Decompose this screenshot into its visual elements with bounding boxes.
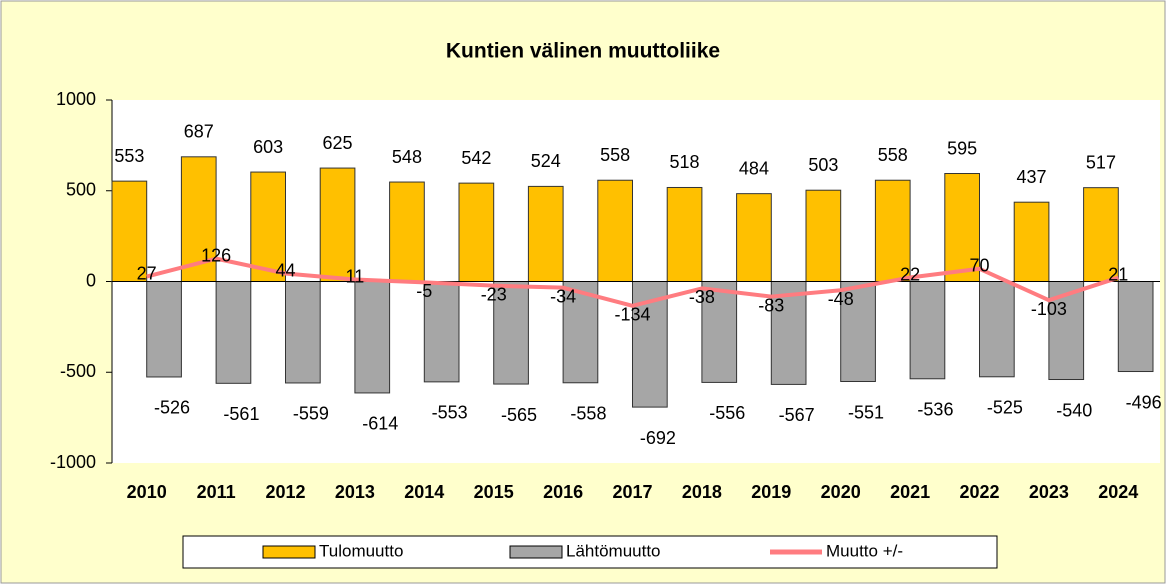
bar — [215, 281, 252, 384]
bar — [979, 281, 1015, 378]
bar — [285, 281, 321, 384]
data-label: 518 — [670, 152, 700, 172]
data-label: -553 — [432, 403, 468, 423]
x-tick-label: 2017 — [612, 482, 652, 502]
x-tick-label: 2021 — [890, 482, 930, 502]
y-tick-label: -500 — [60, 361, 96, 381]
bar — [805, 189, 842, 283]
data-label: 595 — [947, 138, 977, 158]
data-label: -565 — [501, 405, 537, 425]
data-label: 484 — [739, 158, 769, 178]
data-label: 687 — [184, 122, 214, 142]
data-label: 548 — [392, 147, 422, 167]
line-label: -5 — [416, 281, 432, 301]
bar — [458, 182, 495, 282]
data-label: -561 — [223, 404, 259, 424]
data-label: -526 — [154, 398, 190, 418]
data-label: 437 — [1017, 167, 1047, 187]
x-tick-label: 2013 — [335, 482, 375, 502]
data-label: 542 — [461, 148, 491, 168]
bar — [1117, 281, 1154, 373]
bar — [597, 179, 633, 283]
data-label: 503 — [808, 155, 838, 175]
line-label: 27 — [137, 263, 157, 283]
bar — [146, 281, 182, 378]
y-tick-label: 0 — [86, 270, 96, 290]
x-tick-label: 2015 — [474, 482, 514, 502]
legend-label: Lähtömuutto — [566, 541, 661, 560]
data-label: -496 — [1126, 392, 1162, 412]
bar — [874, 179, 911, 283]
x-tick-label: 2012 — [265, 482, 305, 502]
x-tick-label: 2019 — [751, 482, 791, 502]
line-label: -23 — [481, 284, 507, 304]
line-label: 22 — [900, 264, 920, 284]
data-label: -614 — [362, 414, 398, 434]
line-label: 126 — [201, 245, 231, 265]
bar — [423, 281, 460, 383]
y-tick-label: -1000 — [50, 452, 96, 472]
data-label: -556 — [709, 403, 745, 423]
legend-box — [182, 535, 998, 569]
line-label: 44 — [275, 260, 295, 280]
line-label: -103 — [1031, 299, 1067, 319]
bar — [909, 281, 946, 380]
data-label: -551 — [848, 402, 884, 422]
bar — [840, 281, 876, 383]
line-series — [146, 256, 1119, 308]
legend-swatch — [509, 545, 563, 559]
data-label: 625 — [323, 133, 353, 153]
data-label: 558 — [600, 145, 630, 165]
data-label: -559 — [293, 404, 329, 424]
bar — [736, 193, 772, 283]
data-label: -692 — [640, 428, 676, 448]
x-tick-label: 2023 — [1029, 482, 1069, 502]
x-tick-label: 2024 — [1098, 482, 1138, 502]
data-label: 524 — [531, 151, 561, 171]
bar — [1083, 187, 1119, 283]
legend-label: Tulomuutto — [319, 541, 403, 560]
data-label: -567 — [779, 405, 815, 425]
x-tick-label: 2011 — [197, 482, 236, 502]
legend-label: Muutto +/- — [826, 541, 903, 560]
line-label: 21 — [1108, 264, 1128, 284]
line-label: -48 — [828, 289, 854, 309]
y-tick-label: 1000 — [56, 89, 96, 109]
line-label: 70 — [969, 256, 989, 276]
chart-title: Kuntien välinen muuttoliike — [446, 40, 720, 63]
y-tick-label: 500 — [66, 180, 96, 200]
data-label: 558 — [878, 145, 908, 165]
bar — [389, 181, 425, 282]
data-label: -536 — [917, 400, 953, 420]
data-label: 603 — [253, 137, 283, 157]
data-label: -540 — [1056, 400, 1092, 420]
x-tick-label: 2020 — [821, 482, 861, 502]
x-tick-label: 2018 — [682, 482, 722, 502]
data-label: 517 — [1086, 152, 1116, 172]
bar — [944, 173, 980, 283]
bar — [1013, 201, 1050, 282]
x-tick-label: 2022 — [959, 482, 999, 502]
line-label: -34 — [550, 286, 576, 306]
data-label: 553 — [114, 146, 144, 166]
data-label: -525 — [987, 398, 1023, 418]
line-label: -134 — [614, 305, 650, 325]
x-tick-label: 2016 — [543, 482, 583, 502]
x-tick-label: 2014 — [404, 482, 444, 502]
bar — [527, 185, 564, 282]
x-tick-label: 2010 — [127, 482, 167, 502]
bar — [493, 281, 529, 385]
legend-swatch — [262, 545, 316, 559]
bar — [666, 186, 703, 282]
line-label: -83 — [758, 295, 784, 315]
bar — [319, 167, 356, 282]
data-label: -558 — [570, 404, 606, 424]
bar — [354, 281, 391, 394]
line-label: 11 — [346, 266, 365, 286]
bar — [770, 281, 807, 385]
line-label: -38 — [689, 287, 715, 307]
